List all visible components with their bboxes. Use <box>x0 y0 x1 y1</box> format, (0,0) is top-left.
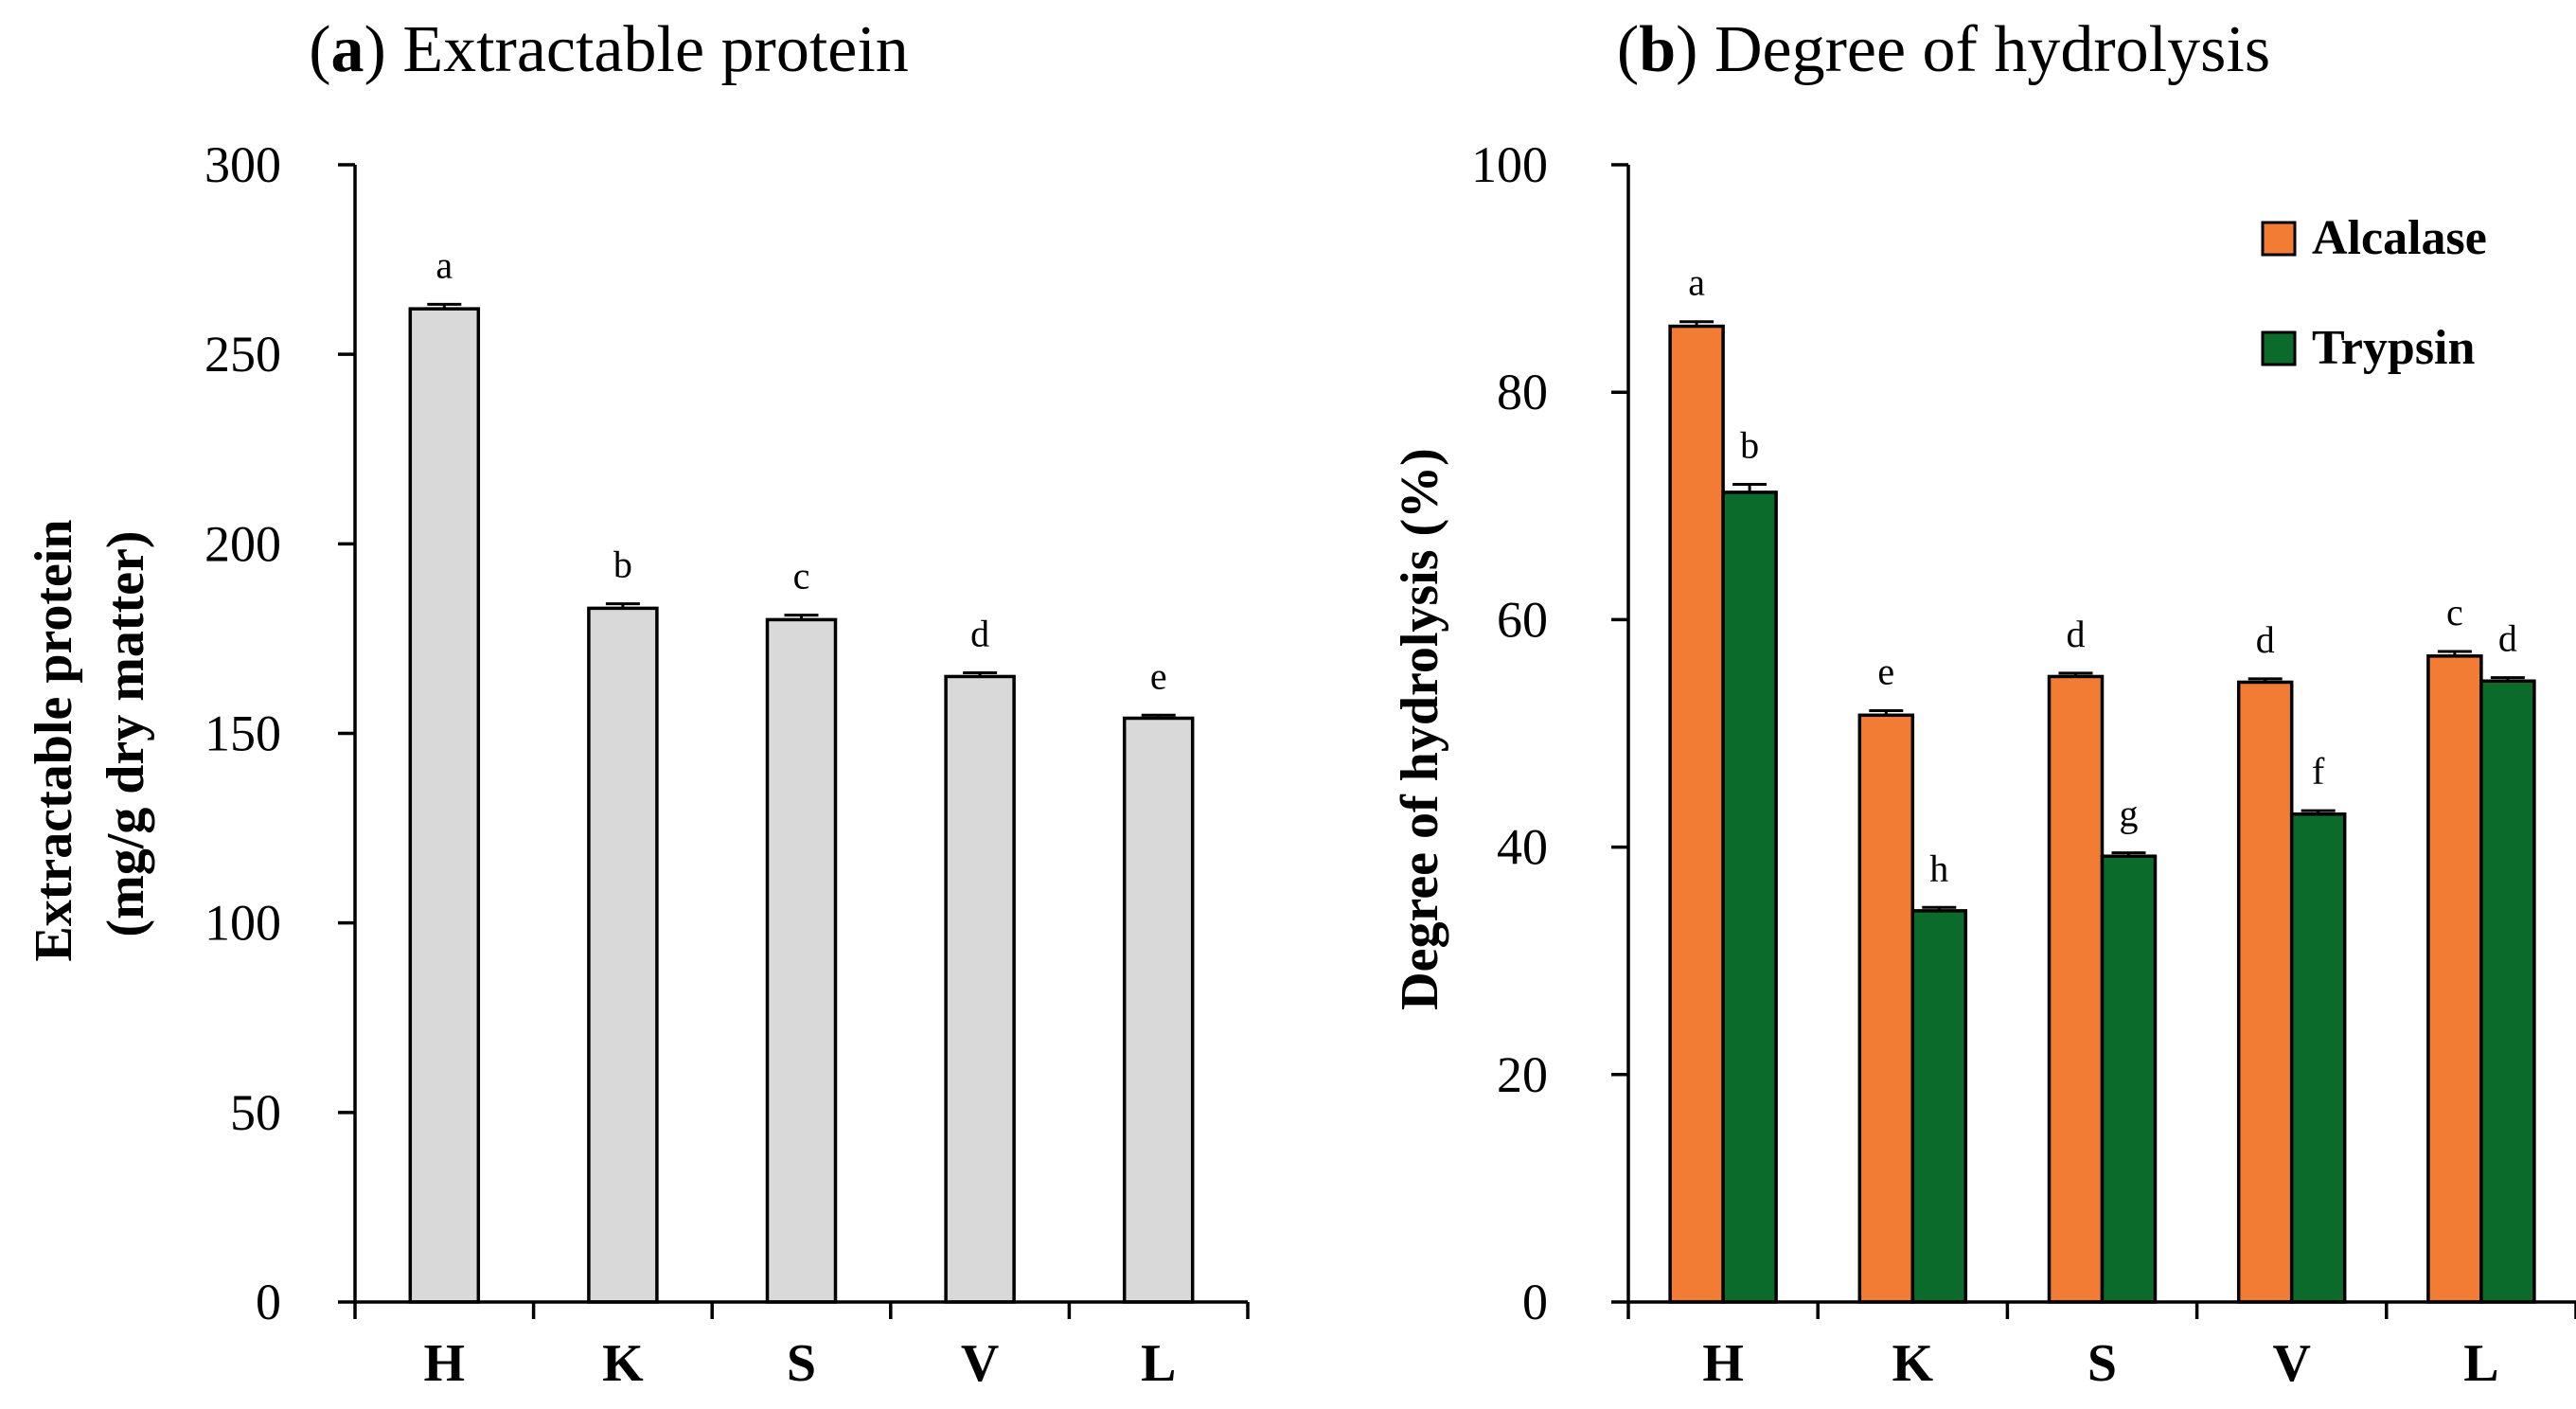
error-bar-b-1-3 <box>2301 809 2336 814</box>
bar-a-extractable-protein-k <box>587 606 659 1304</box>
significance-label-b-1-2: g <box>2120 793 2139 835</box>
bar-b-alcalase-s <box>2047 674 2105 1304</box>
error-bar-b-0-0 <box>1679 320 1714 327</box>
panel-b-degree-of-hydrolysis-chart: (b) Degree of hydrolysis Degree of hydro… <box>1391 13 2576 1393</box>
x-category-label-b-s: S <box>2087 1334 2117 1393</box>
y-tick-label-b-100: 100 <box>1471 136 1548 193</box>
y-tick-label-b-40: 40 <box>1497 819 1548 876</box>
y-tick-label-a-250: 250 <box>204 326 281 383</box>
significance-label-b-0-2: d <box>2067 613 2086 655</box>
error-bar-b-1-0 <box>1732 482 1768 492</box>
significance-label-b-1-1: h <box>1929 847 1948 889</box>
bar-b-trypsin-l <box>2479 679 2536 1304</box>
significance-label-b-1-0: b <box>1740 423 1759 466</box>
y-tick-label-b-60: 60 <box>1497 591 1548 648</box>
significance-label-a-0-1: b <box>613 544 632 586</box>
x-category-label-a-v: V <box>961 1334 999 1393</box>
bar-b-trypsin-v <box>2289 812 2347 1304</box>
significance-label-b-0-1: e <box>1877 650 1894 692</box>
bar-b-trypsin-s <box>2100 854 2158 1304</box>
significance-label-b-0-3: d <box>2256 618 2275 661</box>
panel-b-letter: b <box>1639 13 1676 86</box>
panel-b-title-text: Degree of hydrolysis <box>1714 13 2270 86</box>
bar-b-alcalase-h <box>1668 324 1725 1304</box>
bar-a-extractable-protein-l <box>1122 716 1195 1304</box>
legend-label-trypsin: Trypsin <box>2312 321 2476 375</box>
significance-label-a-0-3: d <box>970 612 989 654</box>
significance-label-a-0-4: e <box>1150 654 1167 697</box>
x-category-label-a-h: H <box>424 1334 466 1393</box>
y-tick-label-a-0: 0 <box>256 1274 281 1330</box>
bar-a-extractable-protein-h <box>408 307 481 1304</box>
y-tick-label-b-80: 80 <box>1497 364 1548 420</box>
y-tick-label-a-200: 200 <box>204 515 281 572</box>
panel-b-legend: Alcalase Trypsin <box>2261 211 2487 375</box>
x-category-label-b-v: V <box>2272 1334 2310 1393</box>
significance-label-b-0-0: a <box>1688 261 1705 304</box>
panel-a-extractable-protein-chart: (a) Extractable protein Extractable prot… <box>25 13 1250 1393</box>
panel-a-y-axis-title: Extractable protein (mg/g dry matter) <box>25 506 155 961</box>
significance-label-b-1-4: d <box>2498 617 2517 660</box>
error-bar-b-0-3 <box>2247 677 2283 683</box>
y-tick-label-a-150: 150 <box>204 705 281 762</box>
bar-b-trypsin-k <box>1910 909 1968 1304</box>
legend-swatch-alcalase <box>2261 221 2297 257</box>
error-bar-b-0-2 <box>2058 671 2093 677</box>
legend-label-alcalase: Alcalase <box>2312 211 2487 265</box>
y-tick-label-a-300: 300 <box>204 136 281 193</box>
significance-label-b-0-4: c <box>2446 591 2463 633</box>
error-bar-a-0-1 <box>605 602 640 609</box>
bar-a-extractable-protein-s <box>765 617 838 1304</box>
x-category-label-a-k: K <box>602 1334 644 1393</box>
panel-a-title-text: Extractable protein <box>402 13 908 86</box>
bar-b-alcalase-l <box>2426 654 2483 1304</box>
bar-b-alcalase-v <box>2236 680 2294 1304</box>
panel-a-letter: a <box>331 13 364 86</box>
x-category-label-b-h: H <box>1702 1334 1744 1393</box>
panel-a-y-axis-title-line1: Extractable protein <box>25 519 83 961</box>
panel-b-y-axis-title: Degree of hydrolysis (%) <box>1391 448 1449 1010</box>
error-bar-a-0-0 <box>427 302 462 310</box>
x-category-label-a-l: L <box>1141 1334 1176 1393</box>
error-bar-b-1-4 <box>2490 676 2525 682</box>
y-tick-label-b-0: 0 <box>1522 1274 1548 1330</box>
y-tick-label-a-50: 50 <box>230 1084 281 1141</box>
x-category-label-b-l: L <box>2463 1334 2498 1393</box>
error-bar-a-0-3 <box>963 670 998 677</box>
y-tick-label-a-100: 100 <box>204 895 281 952</box>
panel-a-title: (a) Extractable protein <box>309 13 909 86</box>
error-bar-b-1-2 <box>2111 851 2146 857</box>
error-bar-b-1-1 <box>1922 905 1957 911</box>
bar-a-extractable-protein-v <box>944 674 1016 1304</box>
error-bar-b-0-4 <box>2437 650 2472 656</box>
panel-b-title: (b) Degree of hydrolysis <box>1617 13 2270 86</box>
bar-b-trypsin-h <box>1721 490 1778 1304</box>
x-category-label-a-s: S <box>787 1334 816 1393</box>
significance-label-a-0-2: c <box>793 555 810 597</box>
error-bar-a-0-4 <box>1141 713 1176 719</box>
error-bar-a-0-2 <box>784 614 819 620</box>
panel-a-y-axis-title-line2: (mg/g dry matter) <box>97 530 155 936</box>
significance-label-a-0-0: a <box>435 243 453 286</box>
error-bar-b-0-1 <box>1869 708 1904 716</box>
legend-swatch-trypsin <box>2261 330 2297 366</box>
bar-b-alcalase-k <box>1857 713 1915 1304</box>
significance-label-b-1-3: f <box>2312 750 2325 793</box>
y-tick-label-b-20: 20 <box>1497 1046 1548 1103</box>
x-category-label-b-k: K <box>1892 1334 1934 1393</box>
